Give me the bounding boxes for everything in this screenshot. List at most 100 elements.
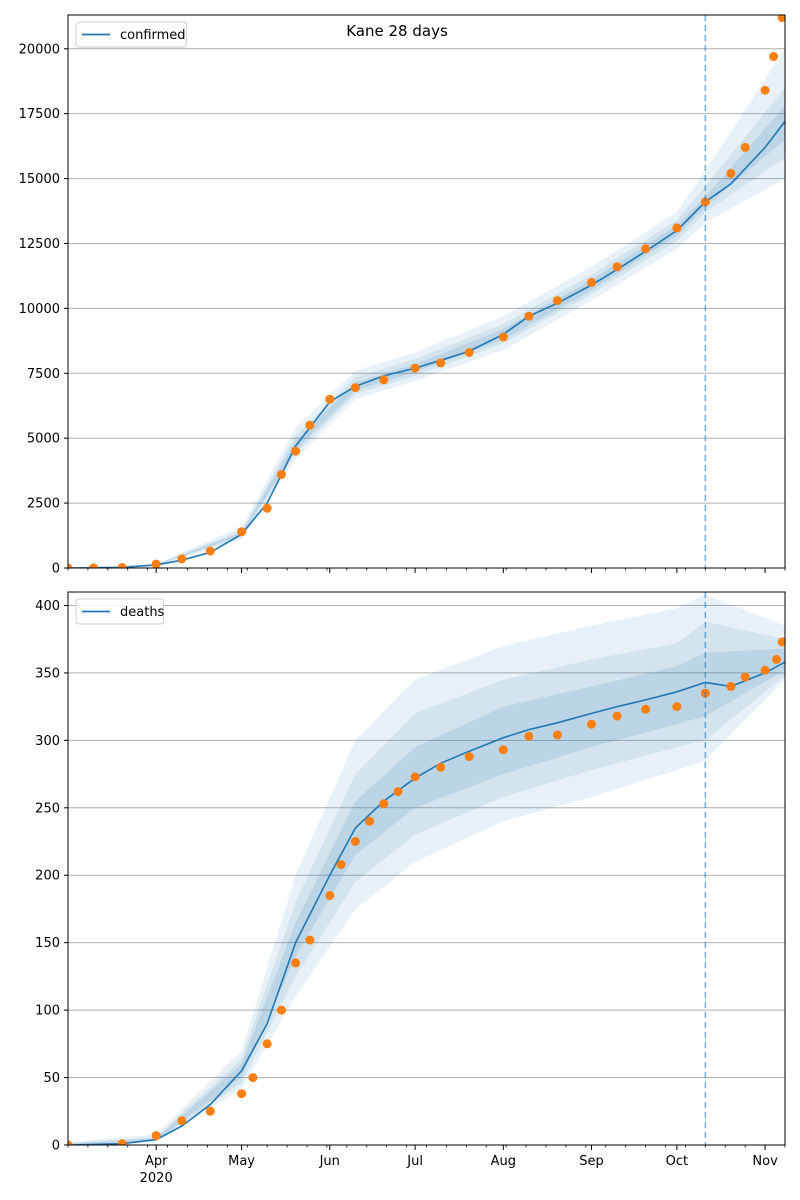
x-tick-label: Apr bbox=[145, 1154, 168, 1169]
y-tick-label: 0 bbox=[52, 562, 60, 577]
observed-point bbox=[760, 85, 770, 95]
observed-point bbox=[68, 1140, 73, 1145]
observed-point bbox=[248, 1073, 258, 1083]
x-tick-label: Jul bbox=[406, 1154, 423, 1169]
observed-point bbox=[365, 816, 375, 826]
y-tick-label: 50 bbox=[43, 1071, 60, 1086]
y-tick-label: 0 bbox=[52, 1139, 60, 1154]
y-tick-label: 7500 bbox=[27, 367, 60, 382]
observed-point bbox=[672, 223, 682, 233]
observed-point bbox=[672, 702, 682, 712]
observed-point bbox=[262, 503, 272, 513]
x-tick-label: Sep bbox=[579, 1154, 604, 1169]
observed-point bbox=[393, 787, 403, 797]
observed-point bbox=[325, 891, 335, 900]
uncertainty-band-outer bbox=[68, 594, 785, 1145]
legend-box bbox=[75, 598, 165, 625]
observed-point bbox=[350, 837, 360, 846]
y-tick-label: 17500 bbox=[19, 107, 60, 122]
observed-point bbox=[464, 752, 474, 762]
observed-point bbox=[777, 15, 785, 23]
uncertainty-band-inner bbox=[68, 648, 785, 1145]
observed-point bbox=[237, 527, 247, 537]
y-tick-label: 12500 bbox=[19, 237, 60, 252]
observed-point bbox=[760, 665, 770, 675]
observed-point bbox=[68, 563, 73, 568]
y-tick-label: 150 bbox=[35, 936, 60, 951]
plot-area bbox=[68, 15, 785, 568]
observed-point bbox=[276, 470, 286, 479]
observed-point bbox=[291, 958, 301, 968]
observed-point bbox=[464, 348, 474, 357]
observed-point bbox=[772, 654, 781, 664]
x-tick-label: Oct bbox=[666, 1154, 688, 1169]
observed-point bbox=[641, 704, 651, 714]
observed-point bbox=[552, 730, 562, 740]
uncertainty-band-middle bbox=[68, 621, 785, 1145]
observed-point bbox=[587, 719, 596, 729]
observed-point bbox=[726, 681, 736, 691]
legend: deaths bbox=[75, 598, 165, 625]
observed-point bbox=[237, 1089, 247, 1099]
y-tick-label: 10000 bbox=[19, 302, 60, 317]
observed-point bbox=[524, 731, 534, 741]
observed-point bbox=[436, 762, 446, 772]
observed-point bbox=[410, 772, 420, 782]
x-tick-label: Nov bbox=[752, 1154, 778, 1169]
observed-point bbox=[89, 563, 99, 568]
observed-point bbox=[524, 311, 534, 321]
x-tick-label: May bbox=[228, 1154, 255, 1169]
observed-point bbox=[291, 446, 301, 456]
legend: confirmed bbox=[75, 21, 187, 48]
plot-area bbox=[68, 594, 785, 1145]
legend-label: deaths bbox=[120, 605, 165, 620]
observed-point bbox=[552, 296, 562, 306]
observed-point bbox=[379, 375, 389, 385]
observed-point bbox=[262, 1039, 272, 1049]
observed-point bbox=[305, 935, 315, 945]
observed-point bbox=[769, 52, 779, 61]
deaths-panel: 0 50 100 150 200 250 300 350 400 Apr May Jun Jul Aug S… bbox=[35, 591, 786, 1186]
y-tick-label: 100 bbox=[35, 1004, 60, 1019]
observed-point bbox=[498, 745, 508, 755]
observed-point bbox=[276, 1005, 286, 1015]
y-tick-label: 350 bbox=[35, 666, 60, 681]
y-tick-label: 15000 bbox=[19, 172, 60, 187]
legend-box bbox=[75, 21, 187, 48]
y-tick-label: 250 bbox=[35, 801, 60, 816]
observed-point bbox=[641, 244, 651, 254]
observed-point bbox=[336, 860, 346, 869]
observed-point bbox=[740, 672, 750, 682]
y-tick-label: 5000 bbox=[27, 432, 60, 447]
y-tick-label: 20000 bbox=[19, 42, 60, 57]
observed-point bbox=[177, 1116, 187, 1126]
observed-point bbox=[726, 168, 736, 178]
observed-point bbox=[325, 394, 335, 404]
observed-point bbox=[151, 559, 161, 568]
observed-point bbox=[436, 358, 446, 368]
model-line bbox=[68, 120, 785, 568]
observed-point bbox=[151, 1131, 161, 1141]
observed-point bbox=[379, 799, 389, 809]
observed-point bbox=[117, 563, 127, 568]
chart-title: Kane 28 days bbox=[346, 22, 448, 40]
observed-point bbox=[587, 277, 596, 287]
y-tick-label: 200 bbox=[35, 869, 60, 884]
x-tick-label: Aug bbox=[491, 1154, 516, 1169]
observed-point bbox=[117, 1139, 127, 1145]
x-tick-label: Jun bbox=[319, 1154, 340, 1169]
confirmed-panel: 0 2500 5000 7500 10000 12500 15000 17500 20000 co… bbox=[19, 14, 786, 577]
y-tick-label: 300 bbox=[35, 734, 60, 749]
y-tick-label: 400 bbox=[35, 599, 60, 614]
observed-point bbox=[700, 197, 710, 207]
observed-point bbox=[205, 546, 215, 556]
observed-point bbox=[205, 1106, 215, 1116]
observed-point bbox=[498, 332, 508, 342]
observed-point bbox=[410, 363, 420, 373]
observed-point bbox=[612, 711, 622, 721]
observed-point bbox=[305, 420, 315, 430]
observed-point bbox=[177, 554, 187, 564]
observed-point bbox=[777, 637, 785, 647]
observed-point bbox=[612, 262, 622, 272]
